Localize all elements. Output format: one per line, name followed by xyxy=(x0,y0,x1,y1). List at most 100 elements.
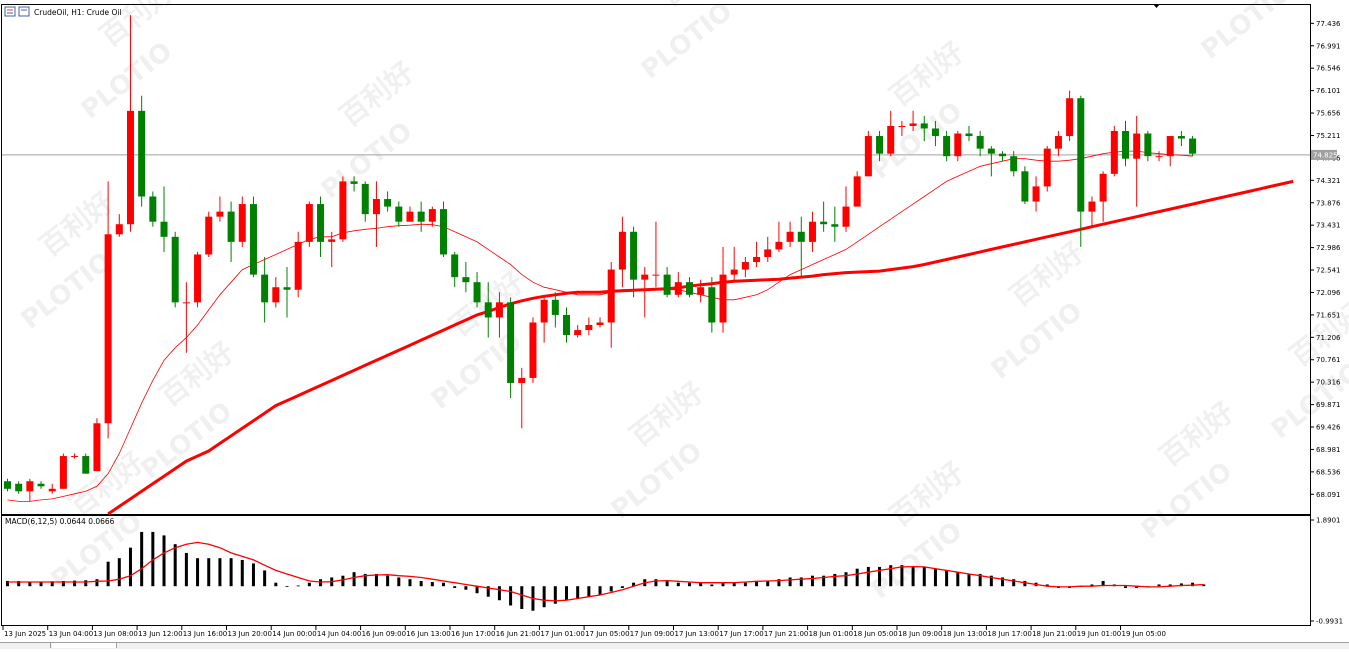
candle-body xyxy=(898,125,906,127)
candle xyxy=(529,317,537,383)
time-tick-label: 18 Jun 01:00 xyxy=(809,630,853,638)
macd-bar xyxy=(855,568,859,587)
candle-body xyxy=(26,481,34,492)
chart-icon-2 xyxy=(18,6,30,17)
candle-body xyxy=(261,274,269,303)
macd-bar xyxy=(1023,580,1027,587)
price-tick-label: 68.981 xyxy=(1316,446,1341,454)
macd-bar xyxy=(1124,586,1127,588)
candle-body xyxy=(853,176,861,207)
macd-bar xyxy=(945,570,949,587)
candle xyxy=(37,481,45,489)
macd-tick-label: -0.9931 xyxy=(1316,618,1343,626)
macd-bar xyxy=(1168,584,1172,587)
time-tick-label: 16 Jun 13:00 xyxy=(406,630,450,638)
candle-body xyxy=(730,269,738,275)
ma-line-fast xyxy=(7,150,1193,502)
candle-body xyxy=(294,241,302,290)
candle-body xyxy=(328,239,336,242)
candle xyxy=(1155,151,1163,162)
candle xyxy=(1099,171,1107,222)
macd-bar xyxy=(229,558,233,587)
candle-body xyxy=(272,287,280,303)
candle-body xyxy=(194,254,202,303)
price-tick-label: 75.656 xyxy=(1316,110,1341,118)
candle xyxy=(4,478,11,492)
candle xyxy=(126,15,134,232)
candle-body xyxy=(697,287,705,295)
macd-bar xyxy=(1191,582,1195,587)
candle xyxy=(138,95,146,207)
watermark-cn: 百利好 xyxy=(884,35,971,113)
candle-body xyxy=(753,256,761,263)
time-tick-label: 18 Jun 17:00 xyxy=(987,630,1031,638)
macd-bar xyxy=(878,566,882,587)
watermark-brand: PLOTIO xyxy=(1136,456,1238,545)
macd-bar xyxy=(1012,579,1016,587)
macd-bar xyxy=(475,586,479,594)
candle-body xyxy=(451,254,459,278)
candle xyxy=(965,125,973,142)
candle xyxy=(808,211,816,252)
macd-bar xyxy=(676,582,680,587)
candle-body xyxy=(507,302,515,383)
time-tick-label: 18 Jun 21:00 xyxy=(1032,630,1076,638)
macd-bar xyxy=(978,573,982,587)
macd-bar xyxy=(922,566,926,587)
macd-bar xyxy=(240,559,244,587)
candle-body xyxy=(529,322,537,378)
candle-body xyxy=(126,110,134,225)
price-tick-label: 72.541 xyxy=(1316,267,1341,275)
candle-body xyxy=(1110,130,1118,174)
time-tick-label: 13 Jun 04:00 xyxy=(49,630,93,638)
macd-bar xyxy=(207,558,211,587)
candle-body xyxy=(999,153,1007,157)
candle xyxy=(831,206,839,242)
macd-bar xyxy=(497,586,501,601)
candle xyxy=(898,120,906,137)
candle xyxy=(931,120,939,147)
candle-body xyxy=(216,211,224,217)
candle xyxy=(887,110,895,157)
candle xyxy=(753,241,761,268)
chart-shift-marker[interactable] xyxy=(1153,4,1160,8)
macd-bar xyxy=(1045,584,1049,587)
candle xyxy=(920,115,928,142)
candle-body xyxy=(574,330,582,336)
macd-bar xyxy=(307,582,311,587)
candle-body xyxy=(1144,133,1152,157)
price-tick-label: 75.211 xyxy=(1316,132,1341,140)
candle-body xyxy=(48,488,56,492)
candle xyxy=(943,130,951,162)
candle xyxy=(317,196,325,257)
candle xyxy=(194,251,202,308)
price-tick-label: 71.651 xyxy=(1316,311,1341,319)
candle xyxy=(551,292,559,328)
candle xyxy=(574,325,582,338)
macd-bar xyxy=(967,573,971,587)
candle-body xyxy=(630,231,638,280)
chart-tab[interactable] xyxy=(0,643,51,648)
macd-bar xyxy=(117,558,121,587)
watermark-cn: 百利好 xyxy=(334,55,421,133)
macd-bar xyxy=(1101,580,1105,587)
candle-body xyxy=(808,221,816,242)
price-tick-label: 76.991 xyxy=(1316,42,1341,50)
macd-bar xyxy=(889,565,893,587)
candle xyxy=(406,206,414,222)
candle xyxy=(853,171,861,207)
current-price-label: 74.825 xyxy=(1313,151,1338,159)
chart-tab-active[interactable] xyxy=(52,643,117,648)
candle xyxy=(305,201,313,247)
time-tick-label: 13 Jun 08:00 xyxy=(93,630,137,638)
candle-body xyxy=(909,123,917,126)
candle-body xyxy=(59,456,67,489)
macd-bar xyxy=(810,575,814,587)
candle-body xyxy=(920,123,928,129)
macd-bar xyxy=(766,580,770,587)
candle-body xyxy=(1043,148,1051,187)
